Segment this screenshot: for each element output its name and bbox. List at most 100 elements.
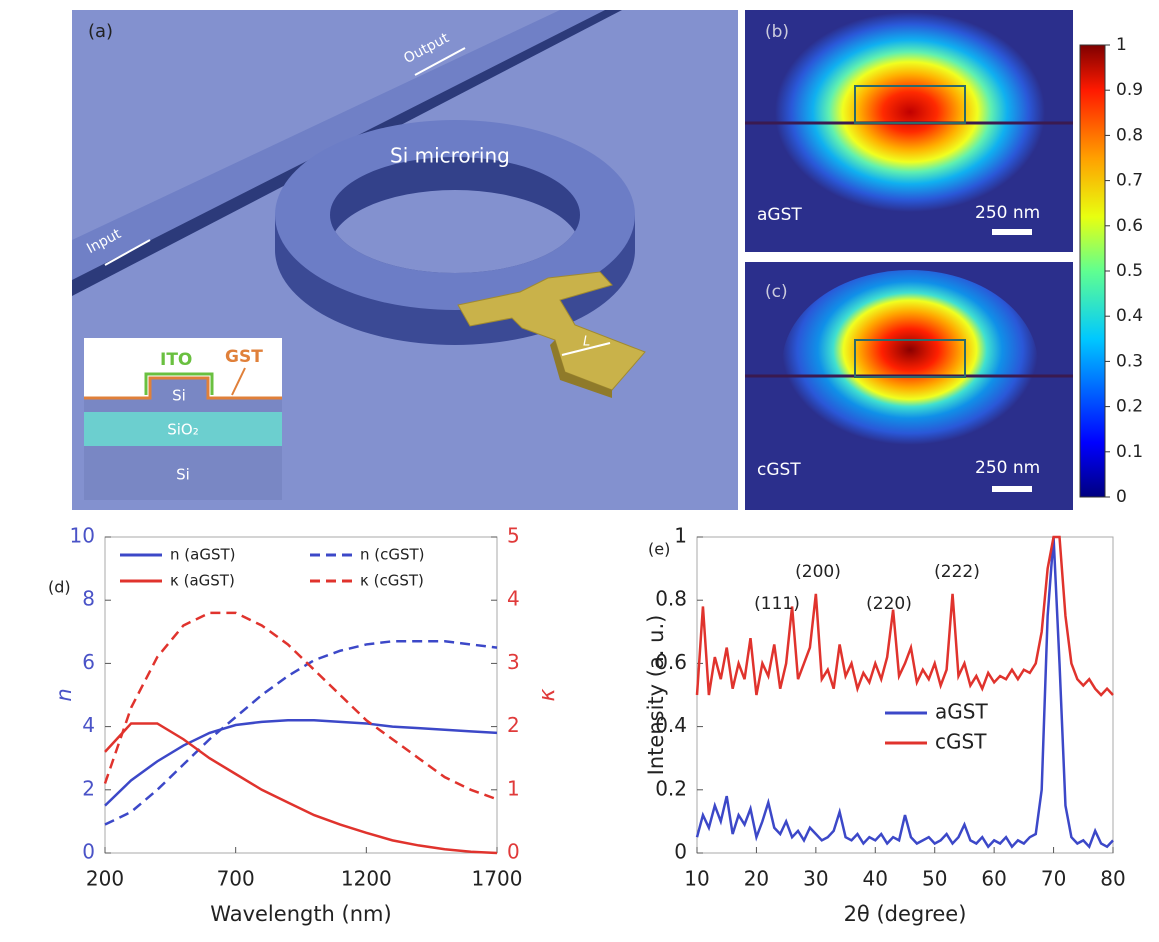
panel-c: (c) cGST 250 nm xyxy=(745,262,1073,510)
colorbar xyxy=(1079,44,1106,498)
x-tick-label: 1700 xyxy=(472,867,523,891)
x-tick-label: 40 xyxy=(863,867,888,891)
material-label: cGST xyxy=(757,460,801,480)
si-rib-label: Si xyxy=(172,387,186,405)
colorbar-tick-label: 0 xyxy=(1116,487,1127,507)
input-arrow xyxy=(104,239,151,266)
panel-a: (a) Output Input Si microring L ITO GST … xyxy=(72,10,738,510)
inset: ITO GST Si SiO₂ Si xyxy=(84,338,282,500)
mode-profile xyxy=(782,270,1038,460)
colorbar-tick-label: 0.5 xyxy=(1116,261,1143,281)
colorbar-tick-label: 0.8 xyxy=(1116,125,1143,145)
y-tick-label: 2 xyxy=(82,776,95,800)
panel-label: (e) xyxy=(648,540,670,559)
colorbar-tick-label: 0.3 xyxy=(1116,351,1143,371)
series-line xyxy=(695,535,1114,697)
si-rib xyxy=(84,378,282,412)
x-tick-label: 50 xyxy=(922,867,947,891)
ring-hole xyxy=(330,190,580,273)
series-line xyxy=(104,640,498,826)
y-tick-label: 1 xyxy=(674,524,687,548)
x-tick-label: 1200 xyxy=(341,867,392,891)
waveguide-outline xyxy=(854,85,966,124)
y2-tick-label: 2 xyxy=(507,713,520,737)
series-line xyxy=(104,719,498,807)
y-tick-label: 4 xyxy=(82,713,95,737)
y-tick-label: 10 xyxy=(70,524,95,548)
colorbar-tick-label: 1 xyxy=(1116,35,1127,55)
x-tick-label: 60 xyxy=(981,867,1006,891)
y-tick-label: 0.2 xyxy=(655,776,687,800)
si-substrate xyxy=(84,446,282,500)
ito-label: ITO xyxy=(160,350,192,370)
ring-label: Si microring xyxy=(390,144,510,168)
annotation: (111) xyxy=(754,594,800,614)
x-axis-label: 2θ (degree) xyxy=(844,902,967,926)
scale-label: 250 nm xyxy=(975,203,1040,223)
x-tick-label: 20 xyxy=(744,867,769,891)
gst-label: GST xyxy=(225,347,263,367)
series-line xyxy=(695,536,1114,849)
x-tick-label: 200 xyxy=(86,867,124,891)
y-tick-label: 0 xyxy=(674,840,687,864)
material-label: aGST xyxy=(757,205,802,225)
scale-bar xyxy=(992,229,1032,235)
panel-label: (d) xyxy=(48,578,71,597)
y2-tick-label: 0 xyxy=(507,840,520,864)
gst-pad-side xyxy=(550,340,612,398)
x-axis-label: Wavelength (nm) xyxy=(210,902,391,926)
scale-label: 250 nm xyxy=(975,458,1040,478)
series-line xyxy=(103,611,498,801)
y2-tick-label: 3 xyxy=(507,650,520,674)
x-tick-label: 700 xyxy=(217,867,255,891)
panel-b: (b) aGST 250 nm xyxy=(745,10,1073,252)
annotation: (200) xyxy=(795,562,841,582)
gst-arrow xyxy=(231,367,246,396)
colorbar-tick-label: 0.9 xyxy=(1116,80,1143,100)
si-substrate-label: Si xyxy=(176,466,190,484)
colorbar-tick-label: 0.7 xyxy=(1116,171,1143,191)
plot-frame xyxy=(104,536,498,854)
legend-label: n (cGST) xyxy=(360,546,425,564)
panel-label: (a) xyxy=(88,21,113,42)
series-line xyxy=(104,722,498,855)
colorbar-tick-label: 0.6 xyxy=(1116,216,1143,236)
y-tick-label: 8 xyxy=(82,587,95,611)
colorbar-tick-label: 0.1 xyxy=(1116,442,1143,462)
colorbar-tick-label: 0.2 xyxy=(1116,397,1143,417)
y-axis-label: n xyxy=(52,688,76,701)
y-tick-label: 6 xyxy=(82,650,95,674)
annotation: (220) xyxy=(866,594,912,614)
legend-label: cGST xyxy=(935,730,987,754)
y2-tick-label: 1 xyxy=(507,776,520,800)
mode-profile xyxy=(775,12,1045,212)
legend-label: κ (cGST) xyxy=(360,572,424,590)
y-tick-label: 0 xyxy=(82,840,95,864)
annotation: (222) xyxy=(934,562,980,582)
legend-label: n (aGST) xyxy=(170,546,235,564)
ito-layer xyxy=(144,372,214,395)
y-tick-label: 0.8 xyxy=(655,587,687,611)
y2-tick-label: 4 xyxy=(507,587,520,611)
x-tick-label: 70 xyxy=(1041,867,1066,891)
gst-layer xyxy=(84,376,282,400)
sio2-layer xyxy=(84,412,282,446)
y2-axis-label: κ xyxy=(535,688,560,701)
x-tick-label: 30 xyxy=(803,867,828,891)
y2-tick-label: 5 xyxy=(507,524,520,548)
waveguide-outline xyxy=(854,339,966,378)
y-tick-label: 0.6 xyxy=(655,650,687,674)
output-arrow xyxy=(414,47,466,76)
x-tick-label: 10 xyxy=(684,867,709,891)
length-label: L xyxy=(583,335,590,350)
gst-pad xyxy=(457,271,646,391)
length-arrow xyxy=(561,342,611,356)
panel-label: (b) xyxy=(765,22,789,42)
colorbar-tick-label: 0.4 xyxy=(1116,306,1143,326)
legend-label: aGST xyxy=(935,700,988,724)
scale-bar xyxy=(992,486,1032,492)
y-tick-label: 0.4 xyxy=(655,713,687,737)
x-tick-label: 80 xyxy=(1100,867,1125,891)
panel-label: (c) xyxy=(765,282,788,302)
